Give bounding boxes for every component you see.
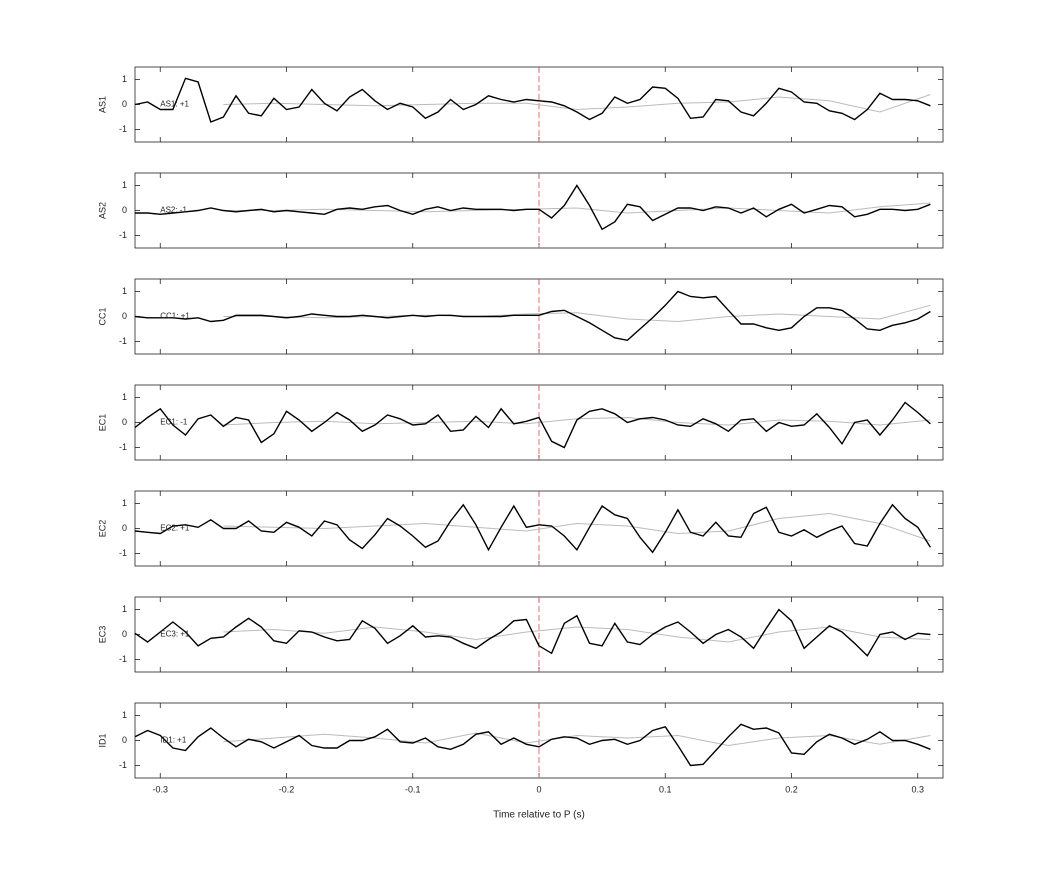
- annotation: ID1: +1: [160, 736, 187, 745]
- y-tick-label: 1: [122, 498, 127, 508]
- annotation: CC1: +1: [160, 312, 190, 321]
- x-tick-label: 0: [536, 784, 541, 794]
- data-line: [134, 503, 931, 554]
- background-trace: [223, 94, 931, 113]
- x-axis-label: Time relative to P (s): [493, 810, 585, 821]
- y-tick-label: -1: [119, 548, 127, 558]
- y-axis-label: EC3: [97, 626, 107, 644]
- y-tick-label: 1: [122, 286, 127, 296]
- background-trace: [223, 626, 931, 643]
- background-trace: [223, 202, 931, 214]
- x-tick-label: 0.2: [785, 784, 798, 794]
- y-tick-label: -1: [119, 442, 127, 452]
- y-tick-label: -1: [119, 336, 127, 346]
- x-tick-label: 0.1: [659, 784, 672, 794]
- y-tick-label: 1: [122, 710, 127, 720]
- y-tick-label: 0: [122, 311, 127, 321]
- y-tick-label: 0: [122, 523, 127, 533]
- y-tick-label: 1: [122, 604, 127, 614]
- y-tick-label: 1: [122, 392, 127, 402]
- data-line: [134, 77, 931, 123]
- x-tick-label: -0.2: [279, 784, 295, 794]
- y-tick-label: 0: [122, 205, 127, 215]
- y-axis-label: ID1: [97, 733, 107, 747]
- data-line: [135, 184, 931, 231]
- y-tick-label: 1: [122, 180, 127, 190]
- y-tick-label: -1: [119, 760, 127, 770]
- annotation: EC3: +1: [160, 630, 190, 639]
- background-trace: [223, 732, 931, 747]
- y-tick-label: 0: [122, 99, 127, 109]
- y-axis-label: CC1: [97, 307, 107, 325]
- x-tick-label: -0.3: [152, 784, 168, 794]
- data-line: [134, 401, 931, 449]
- background-trace: [223, 512, 931, 542]
- annotation: EC2: +1: [160, 524, 190, 533]
- annotation: EC1: -1: [160, 418, 188, 427]
- y-axis-label: EC2: [97, 520, 107, 538]
- data-line: [134, 290, 931, 342]
- y-axis-label: AS1: [97, 96, 107, 113]
- data-line: [134, 723, 931, 767]
- y-tick-label: -1: [119, 230, 127, 240]
- annotation: AS1: +1: [160, 100, 189, 109]
- background-trace: [223, 416, 931, 426]
- y-tick-label: -1: [119, 124, 127, 134]
- data-line: [134, 608, 931, 657]
- y-axis-label: EC1: [97, 414, 107, 432]
- x-tick-label: -0.1: [405, 784, 421, 794]
- y-tick-label: -1: [119, 654, 127, 664]
- x-tick-label: 0.3: [911, 784, 924, 794]
- y-axis-label: AS2: [97, 202, 107, 219]
- y-tick-label: 0: [122, 417, 127, 427]
- annotation: AS2: -1: [160, 206, 187, 215]
- background-trace: [223, 304, 931, 323]
- y-tick-label: 0: [122, 629, 127, 639]
- y-tick-label: 0: [122, 735, 127, 745]
- y-tick-label: 1: [122, 74, 127, 84]
